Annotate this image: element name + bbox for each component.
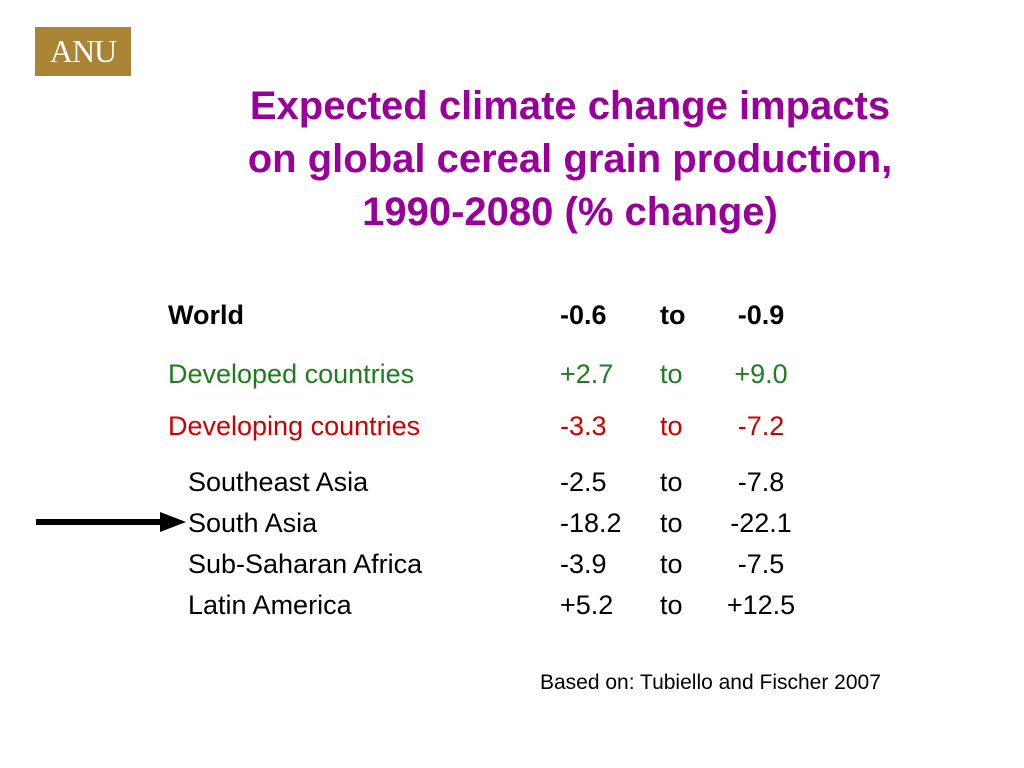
row-end-value: -0.9: [737, 300, 785, 330]
row-to-word: to: [660, 467, 683, 497]
row-to-word: to: [660, 508, 683, 538]
row-end-value: -7.8: [737, 467, 785, 497]
row-label: Developed countries: [168, 359, 415, 389]
row-end-value: -22.1: [730, 508, 792, 538]
row-from-value: -3.3: [560, 411, 607, 441]
row-to-word: to: [660, 300, 686, 330]
row-developing-countries: Developing countries -3.3 to -7.2: [0, 409, 1024, 443]
row-sub-saharan-africa: Sub-Saharan Africa -3.9 to -7.5: [0, 547, 1024, 581]
row-south-asia: South Asia -18.2 to -22.1: [0, 506, 1024, 540]
row-developed-countries: Developed countries +2.7 to +9.0: [0, 357, 1024, 391]
row-to-word: to: [660, 549, 683, 579]
row-southeast-asia: Southeast Asia -2.5 to -7.8: [0, 465, 1024, 499]
row-end-value: -7.2: [737, 411, 785, 441]
row-label: South Asia: [188, 508, 318, 538]
row-from-value: +2.7: [560, 359, 614, 389]
row-from-value: -0.6: [560, 300, 607, 330]
row-world: World -0.6 to -0.9: [0, 298, 1024, 332]
row-from-value: -2.5: [560, 467, 607, 497]
row-from-value: +5.2: [560, 590, 614, 620]
row-to-word: to: [660, 590, 683, 620]
row-from-value: -3.9: [560, 549, 607, 579]
source-citation: Based on: Tubiello and Fischer 2007: [540, 671, 881, 694]
title-line-3: 1990-2080 (% change): [362, 190, 778, 234]
row-to-word: to: [660, 411, 683, 441]
row-label: Developing countries: [168, 411, 421, 441]
title-line-1: Expected climate change impacts: [249, 84, 891, 128]
row-to-word: to: [660, 359, 683, 389]
anu-logo: ANU: [35, 27, 131, 76]
row-from-value: -18.2: [560, 508, 622, 538]
row-label: Sub-Saharan Africa: [188, 549, 423, 579]
row-end-value: -7.5: [737, 549, 785, 579]
row-latin-america: Latin America +5.2 to +12.5: [0, 588, 1024, 622]
row-end-value: +9.0: [734, 359, 788, 389]
row-end-value: +12.5: [726, 590, 796, 620]
row-label: Latin America: [188, 590, 352, 620]
title-line-2: on global cereal grain production,: [247, 137, 893, 181]
slide-title: Expected climate change impacts on globa…: [140, 80, 1000, 239]
row-label: World: [168, 300, 244, 330]
row-label: Southeast Asia: [188, 467, 369, 497]
right-arrow-icon: [36, 512, 186, 532]
